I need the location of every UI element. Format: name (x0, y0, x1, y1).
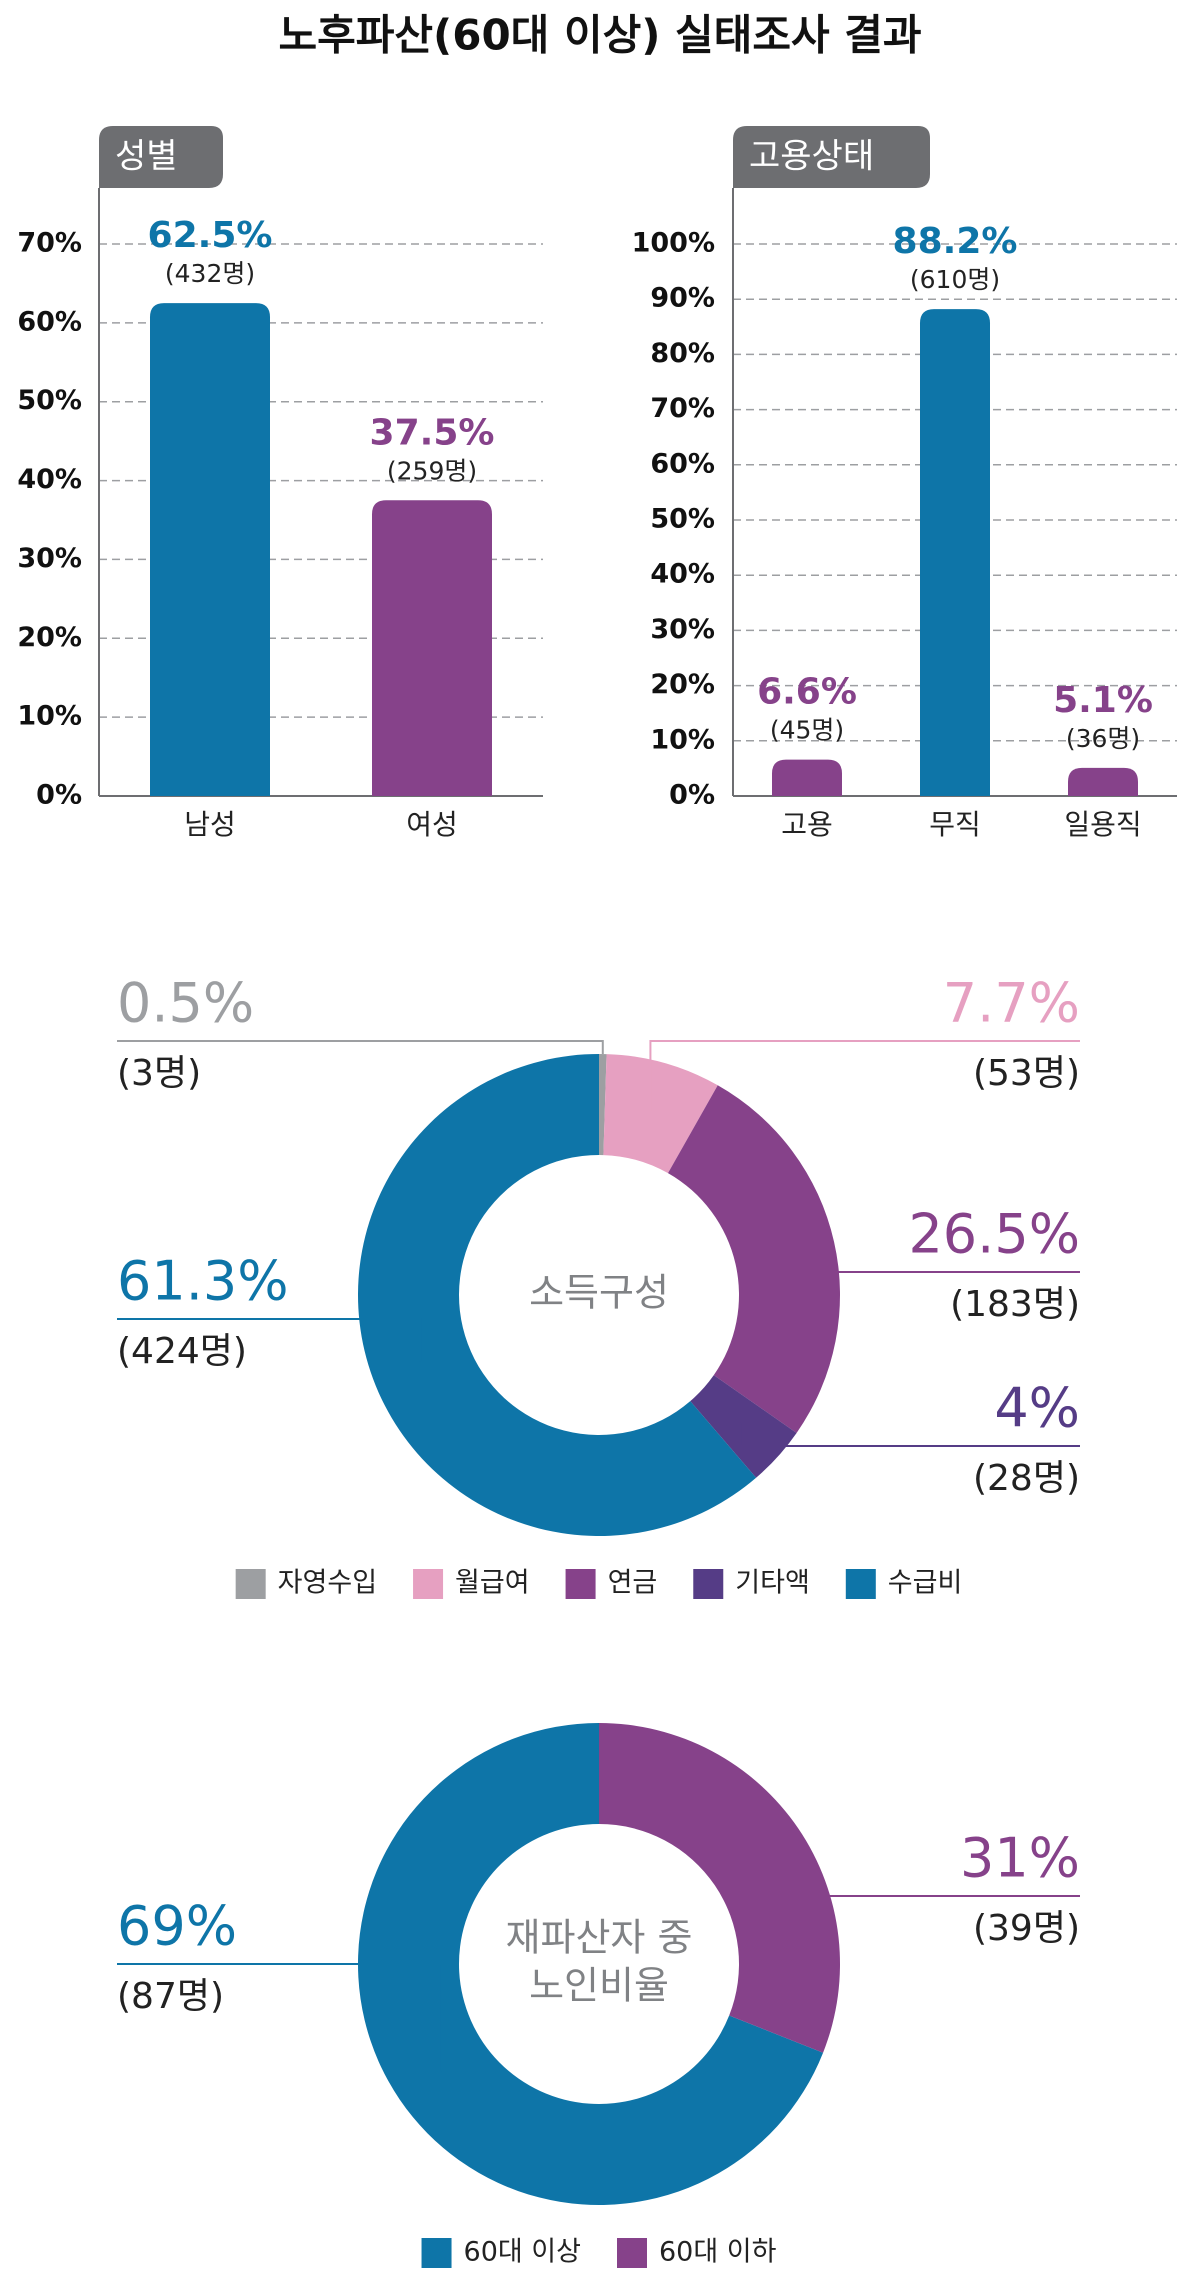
count-label: (45명) (770, 716, 844, 745)
y-tick-label: 20% (650, 669, 715, 700)
slice (599, 1054, 607, 1156)
slice (358, 1723, 824, 2205)
y-tick-label: 0% (669, 780, 715, 811)
center-label: 노인비율 (529, 1964, 669, 2008)
tab (99, 126, 223, 188)
slice (358, 1054, 757, 1536)
y-tick-label: 10% (650, 724, 715, 755)
leader-line (117, 1963, 443, 2072)
legend-label: 수급비 (888, 1568, 963, 1599)
leader-line (117, 1318, 422, 1362)
count-label: (3명) (117, 1053, 201, 1094)
legend-swatch (421, 2238, 452, 2268)
y-tick-label: 50% (650, 504, 715, 535)
y-tick-label: 30% (650, 614, 715, 645)
slice (603, 1054, 718, 1174)
y-tick-label: 100% (632, 228, 715, 259)
legend-label: 60대 이하 (659, 2237, 777, 2268)
bar (1068, 767, 1138, 796)
count-label: (28명) (973, 1458, 1080, 1499)
y-tick-label: 10% (17, 701, 82, 732)
slice (599, 1723, 841, 2053)
value-label: 31% (960, 1827, 1080, 1890)
legend-label: 기타액 (735, 1568, 810, 1599)
legend-label: 연금 (608, 1568, 658, 1599)
y-tick-label: 30% (17, 543, 82, 574)
legend-label: 60대 이상 (464, 2237, 581, 2268)
legend: 60대 이상 60대 이하 (421, 2237, 777, 2268)
value-label: 5.1% (1053, 680, 1153, 721)
count-label: (424명) (117, 1331, 247, 1372)
x-tick-label: 고용 (781, 808, 833, 841)
y-tick-label: 40% (650, 559, 715, 590)
y-tick-label: 60% (650, 448, 715, 479)
legend-label: 자영수입 (278, 1568, 377, 1599)
legend: 자영수입 월급여 연금 기타액 수급비 (235, 1568, 963, 1599)
y-tick-label: 0% (36, 780, 82, 811)
x-tick-label: 여성 (406, 808, 458, 841)
value-label: 62.5% (148, 215, 273, 256)
page-title: 노후파산(60대 이상) 실태조사 결과 (278, 11, 921, 60)
y-tick-label: 20% (17, 622, 82, 653)
value-label: 0.5% (117, 972, 254, 1035)
bar (372, 500, 492, 796)
y-tick-label: 60% (17, 306, 82, 337)
count-label: (87명) (117, 1976, 224, 2017)
legend-swatch (565, 1569, 596, 1599)
center-label: 소득구성 (529, 1271, 669, 1315)
center-label: 재파산자 중 (506, 1916, 693, 1960)
bar (920, 309, 990, 796)
value-label: 7.7% (943, 972, 1080, 1035)
y-tick-label: 70% (650, 393, 715, 424)
legend-swatch (845, 1569, 876, 1599)
leader-line (755, 1856, 1080, 1897)
value-label: 69% (117, 1895, 237, 1958)
count-label: (36명) (1066, 724, 1140, 753)
leader-line (117, 1040, 604, 1055)
value-label: 61.3% (117, 1250, 289, 1313)
count-label: (53명) (973, 1053, 1080, 1094)
slice (667, 1085, 841, 1433)
legend-label: 월급여 (455, 1568, 530, 1599)
value-label: 6.6% (757, 672, 857, 713)
legend-swatch (235, 1569, 266, 1599)
leader-line (739, 1422, 1080, 1447)
value-label: 26.5% (908, 1203, 1080, 1266)
count-label: (610명) (910, 265, 1000, 294)
x-tick-label: 일용직 (1064, 808, 1141, 841)
y-tick-label: 70% (17, 228, 82, 259)
y-tick-label: 80% (650, 338, 715, 369)
tab (733, 126, 930, 188)
bar (150, 303, 270, 796)
count-label: (259명) (387, 456, 477, 485)
leader-line (783, 1252, 1080, 1273)
value-label: 37.5% (370, 412, 495, 453)
tab-label: 고용상태 (749, 137, 874, 177)
x-tick-label: 남성 (184, 808, 236, 841)
y-tick-label: 40% (17, 464, 82, 495)
bar (772, 759, 842, 796)
slice (690, 1375, 797, 1478)
value-label: 4% (994, 1377, 1080, 1440)
leader-line (649, 1040, 1080, 1112)
x-tick-label: 무직 (929, 808, 981, 841)
legend-swatch (617, 2238, 647, 2268)
tab-label: 성별 (115, 137, 178, 177)
count-label: (39명) (973, 1908, 1080, 1949)
count-label: (432명) (165, 259, 255, 288)
y-tick-label: 90% (650, 283, 715, 314)
legend-swatch (413, 1569, 444, 1599)
value-label: 88.2% (893, 221, 1018, 262)
y-tick-label: 50% (17, 385, 82, 416)
legend-swatch (693, 1569, 724, 1599)
count-label: (183명) (950, 1284, 1080, 1325)
